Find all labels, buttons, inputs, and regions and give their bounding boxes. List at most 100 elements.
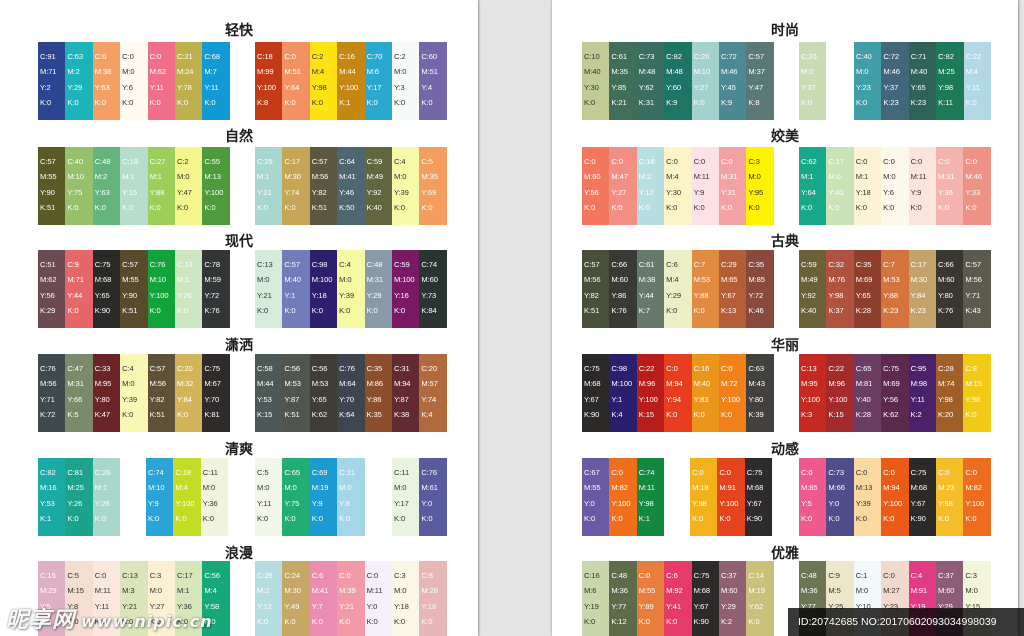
cmyk-value: Y:47: [176, 187, 192, 197]
color-swatch: C:70 M:6 Y:17 K:0: [364, 42, 392, 120]
cmyk-value: Y:72: [204, 290, 220, 300]
cmyk-value: C:31: [393, 364, 410, 373]
cmyk-value: M:48: [638, 67, 656, 77]
color-swatch: C:0 M:1 Y:18 K:0: [853, 147, 882, 225]
cmyk-value: C:7: [693, 260, 706, 269]
color-swatch: C:0 M:82 Y:100 K:0: [963, 458, 991, 536]
cmyk-value: Y:33: [965, 187, 981, 197]
cmyk-value: M:94: [666, 379, 683, 389]
color-swatch: C:98 M:100 Y:18 K:0: [309, 250, 338, 328]
color-swatch: C:57 M:56 Y:82 K:51: [147, 354, 175, 432]
cmyk-value: Y:82: [311, 187, 327, 197]
color-swatch: C:82 M:48 Y:60 K:9: [664, 42, 692, 120]
cmyk-value: K:21: [611, 98, 627, 108]
cmyk-value: K:0: [148, 514, 160, 524]
cmyk-value: C:35: [855, 260, 872, 269]
cmyk-value: Y:65: [855, 290, 871, 300]
cmyk-value: C:56: [204, 571, 220, 580]
cmyk-value: M:1: [149, 172, 162, 182]
cmyk-value: Y:9: [148, 498, 159, 508]
cmyk-value: K:90: [910, 514, 926, 524]
cmyk-value: C:9: [67, 260, 79, 269]
cmyk-value: Y:36: [176, 601, 192, 611]
cmyk-value: K:11: [938, 98, 953, 108]
cmyk-value: M:40: [584, 67, 601, 77]
cmyk-value: C:75: [94, 260, 111, 269]
cmyk-value: C:61: [611, 52, 628, 61]
cmyk-value: M:1: [122, 172, 135, 182]
right-page: 时尚 C:10 M:40 Y:30 K:0 C:61 M:35 Y:85 K:21 C:73 M:4…: [552, 0, 1018, 636]
cmyk-value: K:12: [611, 617, 627, 627]
cmyk-value: M:62: [149, 67, 167, 77]
color-swatch: C:48 M:36 Y:77 K:12: [609, 561, 637, 636]
cmyk-value: M:4: [311, 67, 325, 77]
cmyk-value: M:4: [965, 67, 978, 77]
cmyk-value: Y:65: [910, 82, 926, 92]
color-swatch: C:72 M:46 Y:37 K:23: [881, 42, 909, 120]
cmyk-value: C:6: [666, 260, 678, 269]
swatch-group: C:82 M:16 Y:53 K:1 C:81 M:25 Y:26 K:0 C:26 M:1 Y:2…: [38, 458, 121, 536]
cmyk-value: Y:80: [937, 290, 953, 300]
cmyk-value: M:49: [366, 172, 384, 182]
color-swatch: C:75 M:67 Y:70 K:81: [202, 354, 230, 432]
cmyk-value: K:15: [638, 410, 655, 420]
cmyk-value: Y:5: [801, 498, 812, 508]
cmyk-value: C:27: [149, 157, 166, 166]
cmyk-value: C:8: [965, 364, 977, 373]
cmyk-value: M:4: [666, 275, 679, 285]
cmyk-value: M:47: [611, 172, 628, 182]
color-swatch: C:76 M:10 Y:100 K:0: [147, 250, 175, 328]
cmyk-value: M:53: [284, 379, 301, 389]
cmyk-value: C:76: [40, 364, 56, 373]
swatch-group: C:67 M:55 Y:0 K:0 C:0 M:82 Y:100 K:0 C:74 M:11 Y:9…: [582, 458, 665, 536]
cmyk-value: Y:85: [611, 82, 627, 92]
cmyk-value: C:91: [40, 52, 56, 61]
cmyk-value: M:76: [828, 275, 845, 285]
color-swatch: C:0 M:82 Y:100 K:0: [609, 458, 637, 536]
color-swatch: C:3 M:0 Y:27 K:0: [147, 561, 175, 636]
cmyk-value: C:76: [421, 468, 438, 477]
cmyk-value: Y:36: [202, 498, 218, 508]
cmyk-value: Y:72: [748, 290, 764, 300]
swatch-group: C:76 M:56 Y:71 K:72 C:47 M:31 Y:66 K:5 C:33 M:95 Y…: [38, 354, 230, 432]
cmyk-value: M:1: [257, 172, 270, 182]
cmyk-value: K:0: [311, 617, 323, 627]
cmyk-value: K:81: [204, 410, 220, 420]
cmyk-value: C:0: [883, 571, 895, 580]
cmyk-value: C:16: [693, 364, 710, 373]
swatch-group: C:10 M:40 Y:30 K:0 C:61 M:35 Y:85 K:21 C:73 M:48 Y…: [582, 42, 774, 120]
cmyk-value: K:84: [421, 306, 437, 316]
cmyk-value: C:28: [937, 364, 954, 373]
cmyk-value: Y:9: [693, 187, 705, 197]
cmyk-value: K:15: [828, 410, 844, 420]
cmyk-value: M:31: [720, 172, 738, 182]
cmyk-value: K:76: [204, 306, 220, 316]
cmyk-value: C:13: [122, 571, 138, 580]
cmyk-value: K:0: [94, 203, 106, 213]
cmyk-value: M:55: [40, 172, 57, 182]
cmyk-value: M:100: [611, 379, 632, 389]
cmyk-value: M:0: [339, 483, 352, 493]
cmyk-value: K:4: [421, 410, 433, 420]
swatch-group: C:74 M:10 Y:9 K:0 C:18 M:4 Y:100 K:0 C:11 M:0 Y:36…: [146, 458, 229, 536]
cmyk-value: K:4: [611, 410, 623, 420]
cmyk-value: Y:1: [284, 290, 296, 300]
cmyk-value: K:1: [40, 514, 52, 524]
cmyk-value: K:0: [284, 617, 296, 627]
color-swatch: C:6 M:4 Y:29 K:0: [664, 250, 692, 328]
cmyk-value: Y:11: [94, 601, 110, 611]
cmyk-value: M:37: [748, 67, 765, 77]
section-title: 古典: [771, 234, 799, 250]
cmyk-value: K:8: [748, 98, 760, 108]
cmyk-value: C:40: [856, 52, 872, 61]
cmyk-value: C:56: [311, 364, 328, 373]
cmyk-value: K:9: [720, 98, 733, 108]
cmyk-value: M:36: [801, 586, 818, 596]
color-swatch: C:5 M:0 Y:11 K:0: [255, 458, 283, 536]
color-swatch: C:61 M:35 Y:85 K:21: [609, 42, 637, 120]
cmyk-value: K:46: [748, 306, 764, 316]
color-swatch: C:26 M:10 Y:27 K:0: [691, 42, 719, 120]
section-title: 轻快: [225, 23, 253, 39]
color-swatch: C:31 M:94 Y:87 K:38: [391, 354, 420, 432]
color-swatch: C:29 M:65 Y:67 K:13: [718, 250, 747, 328]
